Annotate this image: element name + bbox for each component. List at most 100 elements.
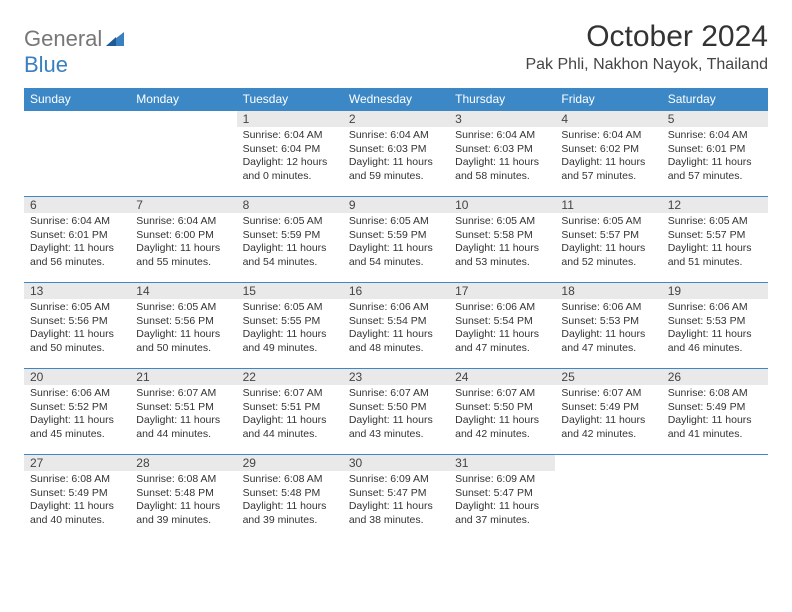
sunset-text: Sunset: 5:47 PM — [455, 487, 549, 501]
calendar-day-cell: 17Sunrise: 6:06 AMSunset: 5:54 PMDayligh… — [449, 283, 555, 369]
day-details: Sunrise: 6:05 AMSunset: 5:59 PMDaylight:… — [343, 213, 449, 274]
daylight-text: Daylight: 11 hours and 57 minutes. — [668, 156, 762, 183]
logo-sail-icon — [104, 30, 126, 48]
sunrise-text: Sunrise: 6:08 AM — [136, 473, 230, 487]
calendar-day-cell — [130, 111, 236, 197]
sunset-text: Sunset: 5:49 PM — [668, 401, 762, 415]
sunrise-text: Sunrise: 6:06 AM — [455, 301, 549, 315]
day-number: 13 — [24, 283, 130, 299]
day-number — [555, 455, 661, 457]
sunset-text: Sunset: 6:03 PM — [349, 143, 443, 157]
day-number: 7 — [130, 197, 236, 213]
sunset-text: Sunset: 6:01 PM — [668, 143, 762, 157]
sunrise-text: Sunrise: 6:04 AM — [30, 215, 124, 229]
day-number — [24, 111, 130, 113]
day-number: 5 — [662, 111, 768, 127]
sunset-text: Sunset: 6:02 PM — [561, 143, 655, 157]
daylight-text: Daylight: 11 hours and 59 minutes. — [349, 156, 443, 183]
day-details: Sunrise: 6:09 AMSunset: 5:47 PMDaylight:… — [343, 471, 449, 532]
daylight-text: Daylight: 11 hours and 39 minutes. — [136, 500, 230, 527]
day-number: 26 — [662, 369, 768, 385]
day-number: 12 — [662, 197, 768, 213]
weekday-header: Thursday — [449, 88, 555, 111]
day-details: Sunrise: 6:07 AMSunset: 5:51 PMDaylight:… — [237, 385, 343, 446]
daylight-text: Daylight: 11 hours and 54 minutes. — [349, 242, 443, 269]
day-details: Sunrise: 6:06 AMSunset: 5:54 PMDaylight:… — [343, 299, 449, 360]
calendar-day-cell: 20Sunrise: 6:06 AMSunset: 5:52 PMDayligh… — [24, 369, 130, 455]
day-details: Sunrise: 6:04 AMSunset: 6:02 PMDaylight:… — [555, 127, 661, 188]
weekday-header: Monday — [130, 88, 236, 111]
calendar-week-row: 6Sunrise: 6:04 AMSunset: 6:01 PMDaylight… — [24, 197, 768, 283]
sunrise-text: Sunrise: 6:04 AM — [136, 215, 230, 229]
calendar-day-cell — [24, 111, 130, 197]
day-details: Sunrise: 6:06 AMSunset: 5:53 PMDaylight:… — [662, 299, 768, 360]
day-details: Sunrise: 6:07 AMSunset: 5:50 PMDaylight:… — [343, 385, 449, 446]
daylight-text: Daylight: 11 hours and 41 minutes. — [668, 414, 762, 441]
calendar-day-cell: 26Sunrise: 6:08 AMSunset: 5:49 PMDayligh… — [662, 369, 768, 455]
day-number: 21 — [130, 369, 236, 385]
weekday-header: Friday — [555, 88, 661, 111]
daylight-text: Daylight: 11 hours and 50 minutes. — [30, 328, 124, 355]
daylight-text: Daylight: 11 hours and 40 minutes. — [30, 500, 124, 527]
day-number: 25 — [555, 369, 661, 385]
calendar-day-cell: 8Sunrise: 6:05 AMSunset: 5:59 PMDaylight… — [237, 197, 343, 283]
calendar-day-cell: 9Sunrise: 6:05 AMSunset: 5:59 PMDaylight… — [343, 197, 449, 283]
day-details: Sunrise: 6:08 AMSunset: 5:48 PMDaylight:… — [130, 471, 236, 532]
daylight-text: Daylight: 11 hours and 45 minutes. — [30, 414, 124, 441]
sunrise-text: Sunrise: 6:05 AM — [243, 301, 337, 315]
calendar-day-cell: 28Sunrise: 6:08 AMSunset: 5:48 PMDayligh… — [130, 455, 236, 541]
weekday-header-row: Sunday Monday Tuesday Wednesday Thursday… — [24, 88, 768, 111]
calendar-day-cell: 3Sunrise: 6:04 AMSunset: 6:03 PMDaylight… — [449, 111, 555, 197]
calendar-day-cell: 12Sunrise: 6:05 AMSunset: 5:57 PMDayligh… — [662, 197, 768, 283]
day-number: 20 — [24, 369, 130, 385]
calendar-day-cell: 10Sunrise: 6:05 AMSunset: 5:58 PMDayligh… — [449, 197, 555, 283]
sunrise-text: Sunrise: 6:04 AM — [243, 129, 337, 143]
calendar-day-cell: 30Sunrise: 6:09 AMSunset: 5:47 PMDayligh… — [343, 455, 449, 541]
day-number — [662, 455, 768, 457]
day-number: 15 — [237, 283, 343, 299]
day-details: Sunrise: 6:09 AMSunset: 5:47 PMDaylight:… — [449, 471, 555, 532]
day-number: 2 — [343, 111, 449, 127]
day-details: Sunrise: 6:05 AMSunset: 5:57 PMDaylight:… — [662, 213, 768, 274]
sunrise-text: Sunrise: 6:09 AM — [455, 473, 549, 487]
logo: General — [24, 20, 126, 52]
daylight-text: Daylight: 11 hours and 47 minutes. — [561, 328, 655, 355]
sunrise-text: Sunrise: 6:05 AM — [136, 301, 230, 315]
sunset-text: Sunset: 5:51 PM — [136, 401, 230, 415]
day-details: Sunrise: 6:05 AMSunset: 5:56 PMDaylight:… — [130, 299, 236, 360]
sunrise-text: Sunrise: 6:05 AM — [30, 301, 124, 315]
calendar-day-cell: 23Sunrise: 6:07 AMSunset: 5:50 PMDayligh… — [343, 369, 449, 455]
day-number: 27 — [24, 455, 130, 471]
daylight-text: Daylight: 11 hours and 48 minutes. — [349, 328, 443, 355]
day-details: Sunrise: 6:06 AMSunset: 5:52 PMDaylight:… — [24, 385, 130, 446]
day-number: 31 — [449, 455, 555, 471]
sunset-text: Sunset: 5:56 PM — [136, 315, 230, 329]
day-number: 29 — [237, 455, 343, 471]
day-details: Sunrise: 6:06 AMSunset: 5:53 PMDaylight:… — [555, 299, 661, 360]
daylight-text: Daylight: 11 hours and 44 minutes. — [136, 414, 230, 441]
sunrise-text: Sunrise: 6:05 AM — [455, 215, 549, 229]
day-number: 8 — [237, 197, 343, 213]
logo-text-1: General — [24, 26, 102, 52]
sunrise-text: Sunrise: 6:05 AM — [561, 215, 655, 229]
sunset-text: Sunset: 5:48 PM — [243, 487, 337, 501]
day-number: 14 — [130, 283, 236, 299]
day-number: 18 — [555, 283, 661, 299]
day-details: Sunrise: 6:05 AMSunset: 5:55 PMDaylight:… — [237, 299, 343, 360]
day-details: Sunrise: 6:08 AMSunset: 5:49 PMDaylight:… — [662, 385, 768, 446]
sunrise-text: Sunrise: 6:06 AM — [668, 301, 762, 315]
day-number: 22 — [237, 369, 343, 385]
day-details: Sunrise: 6:07 AMSunset: 5:50 PMDaylight:… — [449, 385, 555, 446]
calendar-day-cell: 5Sunrise: 6:04 AMSunset: 6:01 PMDaylight… — [662, 111, 768, 197]
calendar-day-cell: 14Sunrise: 6:05 AMSunset: 5:56 PMDayligh… — [130, 283, 236, 369]
day-details: Sunrise: 6:04 AMSunset: 6:04 PMDaylight:… — [237, 127, 343, 188]
day-details: Sunrise: 6:07 AMSunset: 5:49 PMDaylight:… — [555, 385, 661, 446]
daylight-text: Daylight: 11 hours and 58 minutes. — [455, 156, 549, 183]
sunset-text: Sunset: 5:49 PM — [561, 401, 655, 415]
sunset-text: Sunset: 5:47 PM — [349, 487, 443, 501]
day-details: Sunrise: 6:05 AMSunset: 5:58 PMDaylight:… — [449, 213, 555, 274]
calendar-day-cell: 4Sunrise: 6:04 AMSunset: 6:02 PMDaylight… — [555, 111, 661, 197]
day-number: 9 — [343, 197, 449, 213]
sunrise-text: Sunrise: 6:05 AM — [349, 215, 443, 229]
day-details: Sunrise: 6:05 AMSunset: 5:59 PMDaylight:… — [237, 213, 343, 274]
